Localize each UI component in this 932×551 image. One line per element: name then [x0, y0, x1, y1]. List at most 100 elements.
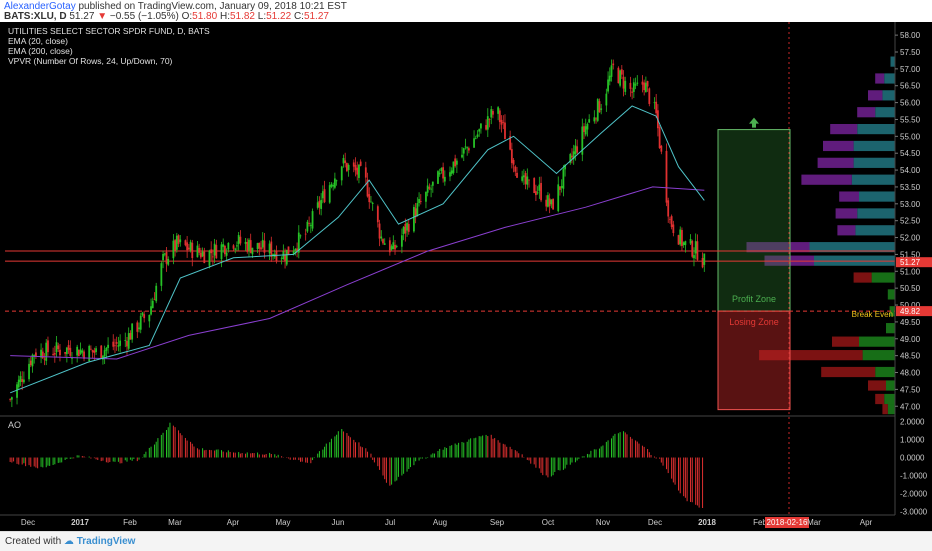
candle-body: [400, 235, 403, 247]
candle-body: [251, 247, 254, 255]
vp-row-down: [875, 393, 885, 405]
vp-row-up: [886, 323, 895, 334]
candle-body: [454, 158, 457, 167]
y-tick-label: 49.00: [900, 335, 921, 344]
author-link[interactable]: AlexanderGotay: [4, 1, 76, 12]
candle-body: [244, 241, 247, 244]
candle-body: [473, 138, 475, 148]
candle-body: [100, 345, 103, 359]
candle-body: [461, 154, 463, 158]
candle-body: [211, 256, 214, 258]
candle-body: [10, 397, 13, 400]
candle-body: [83, 351, 85, 359]
candle-body: [153, 299, 156, 301]
candle-body: [610, 65, 613, 77]
candle-body: [440, 168, 443, 172]
y-tick-label: 55.50: [900, 115, 921, 124]
candle-body: [213, 243, 216, 256]
candle-body: [165, 251, 168, 264]
y-tick-label: 53.50: [900, 183, 921, 192]
candle-body: [665, 150, 668, 203]
candle-body: [299, 235, 302, 237]
y-tick-label: 54.50: [900, 149, 921, 158]
candle-body: [617, 67, 620, 84]
candle-body: [306, 221, 309, 232]
candle-body: [670, 216, 673, 227]
candle-body: [19, 376, 22, 383]
candle-body: [648, 88, 651, 104]
candle-body: [115, 342, 118, 344]
candle-body: [333, 178, 336, 188]
candle-body: [215, 245, 218, 259]
candle-body: [93, 350, 96, 353]
candle-body: [407, 223, 410, 232]
candle-body: [162, 253, 164, 261]
candle-body: [191, 242, 194, 258]
candle-body: [102, 355, 104, 360]
candle-body: [203, 251, 206, 264]
candle-body: [684, 241, 687, 246]
vp-row-down: [801, 174, 852, 185]
break-even-label: Break Even: [852, 310, 893, 319]
candle-body: [660, 145, 663, 152]
candle-body: [701, 258, 704, 268]
vp-row-down: [853, 272, 872, 283]
y-tick-label: 50.00: [900, 301, 921, 310]
candle-body: [179, 239, 182, 243]
candle-body: [297, 232, 300, 253]
candle-body: [222, 244, 225, 247]
x-tick-label: 2017: [71, 518, 89, 527]
candle-body: [174, 240, 176, 251]
vp-row-up: [857, 208, 895, 219]
candle-body: [557, 184, 560, 212]
vp-row-up: [855, 225, 895, 236]
candle-body: [449, 172, 451, 177]
candle-body: [406, 222, 408, 231]
candle-body: [502, 121, 505, 123]
candle-body: [378, 223, 381, 239]
candle-body: [703, 253, 706, 265]
x-tick-label: 2018-02-16: [767, 518, 808, 527]
candle-body: [184, 240, 187, 246]
x-tick-label: Sep: [490, 518, 505, 527]
candle-body: [77, 349, 80, 357]
vp-row-up: [853, 157, 895, 168]
candle-body: [330, 184, 333, 187]
vp-row-up: [859, 336, 895, 347]
candle-body: [90, 348, 92, 350]
tradingview-brand[interactable]: TradingView: [76, 536, 136, 547]
x-tick-label: Feb: [753, 518, 767, 527]
x-tick-label: Feb: [123, 518, 137, 527]
candle-body: [155, 285, 158, 302]
tradingview-cloud-icon: ☁: [63, 536, 74, 547]
candle-body: [504, 122, 506, 140]
ao-pane-title: AO: [8, 420, 21, 430]
candle-body: [141, 312, 144, 316]
ema200-line: [10, 186, 705, 360]
vp-row-up: [862, 350, 895, 361]
candle-body: [425, 192, 427, 202]
candle-body: [498, 110, 501, 123]
y-tick-label: 57.50: [900, 48, 921, 57]
candle-body: [416, 203, 419, 216]
candle-body: [526, 176, 529, 185]
candle-body: [71, 357, 73, 359]
candle-body: [91, 349, 94, 353]
x-tick-label: Nov: [596, 518, 610, 527]
candle-body: [163, 253, 166, 255]
candle-body: [28, 363, 30, 380]
y-tick-label: 52.00: [900, 234, 921, 243]
low-value: 51.22: [266, 11, 292, 22]
price-chart[interactable]: 58.00 57.50 57.00 56.50 56.00 55.50 55.00 54.50…: [0, 22, 932, 531]
y-tick-label: 51.00: [900, 267, 921, 276]
chart-background: [0, 22, 932, 531]
ao-tick-label: 2.0000: [900, 418, 925, 427]
candle-body: [114, 345, 116, 347]
candle-body: [344, 160, 347, 163]
vp-row-down: [821, 366, 876, 378]
x-tick-label: Oct: [542, 518, 555, 527]
candle-body: [476, 134, 479, 137]
candle-body: [167, 259, 170, 265]
candle-body: [227, 242, 230, 250]
candle-body: [35, 352, 37, 357]
